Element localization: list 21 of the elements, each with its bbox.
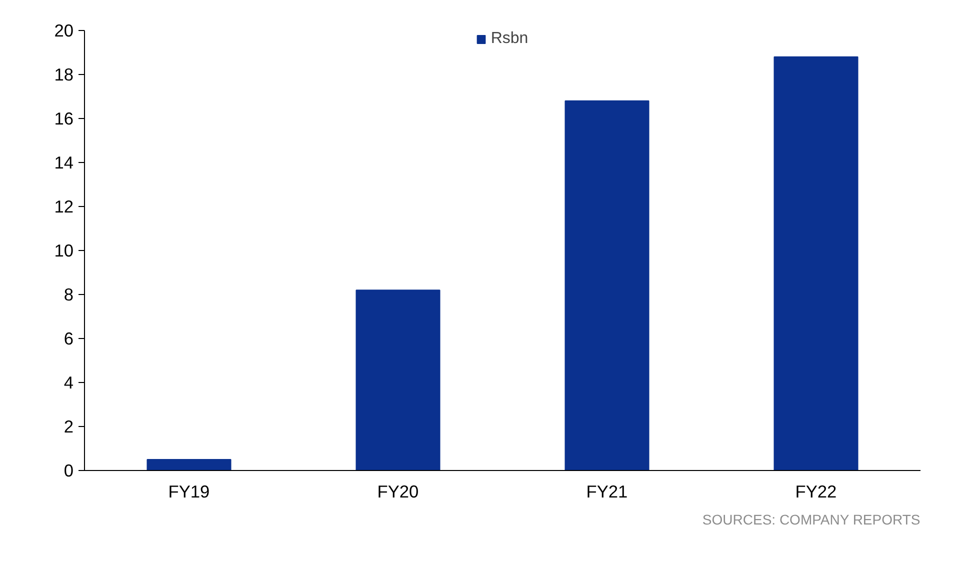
x-tick-label: FY20	[377, 482, 419, 502]
bar	[356, 290, 440, 470]
y-tick-label: 18	[54, 64, 74, 84]
y-tick-label: 6	[64, 328, 74, 348]
bar	[774, 56, 858, 470]
y-tick-label: 14	[54, 152, 74, 172]
y-tick-label: 4	[64, 372, 74, 392]
y-tick-label: 12	[54, 196, 74, 216]
y-tick-label: 0	[64, 460, 74, 480]
y-tick-label: 8	[64, 284, 74, 304]
y-tick-label: 10	[54, 240, 74, 260]
y-tick-label: 20	[54, 20, 74, 40]
x-tick-label: FY19	[168, 482, 210, 502]
y-tick-label: 16	[54, 108, 74, 128]
y-tick-label: 2	[64, 416, 74, 436]
legend-label: Rsbn	[490, 30, 528, 48]
bar	[564, 100, 650, 470]
source-note: SOURCES: COMPANY REPORTS	[702, 512, 920, 528]
bar	[146, 459, 232, 470]
x-tick-label: FY22	[795, 482, 837, 502]
x-tick-label: FY21	[586, 482, 628, 502]
